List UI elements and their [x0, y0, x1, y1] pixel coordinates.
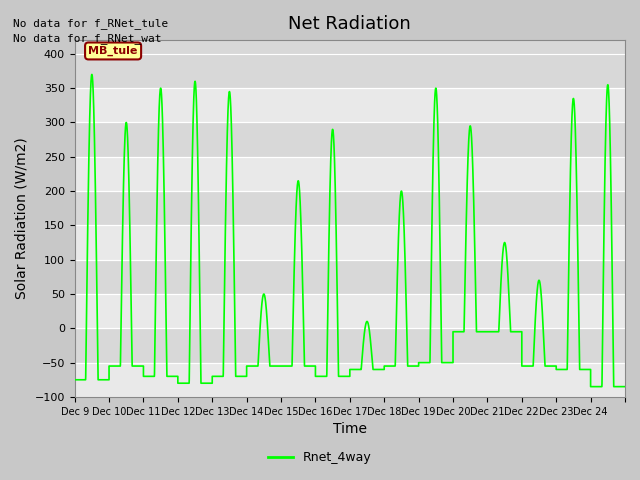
- Legend: Rnet_4way: Rnet_4way: [263, 446, 377, 469]
- Bar: [75, 226, 625, 260]
- Bar: [75, 362, 625, 397]
- X-axis label: Time: Time: [333, 422, 367, 436]
- Text: No data for f_RNet_wat: No data for f_RNet_wat: [13, 33, 161, 44]
- Bar: [75, 157, 625, 191]
- Bar: [75, 88, 625, 122]
- Text: MB_tule: MB_tule: [88, 46, 138, 56]
- Y-axis label: Solar Radiation (W/m2): Solar Radiation (W/m2): [15, 138, 29, 300]
- Bar: [75, 294, 625, 328]
- Text: No data for f_RNet_tule: No data for f_RNet_tule: [13, 18, 168, 29]
- Title: Net Radiation: Net Radiation: [289, 15, 412, 33]
